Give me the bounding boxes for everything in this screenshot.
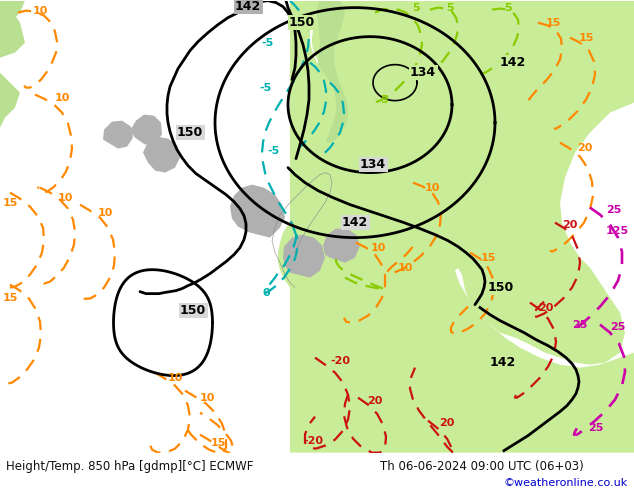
Polygon shape bbox=[0, 0, 20, 127]
Text: 10: 10 bbox=[97, 208, 113, 218]
Text: 10: 10 bbox=[370, 243, 385, 253]
Text: -5: -5 bbox=[259, 83, 271, 93]
Text: -5: -5 bbox=[262, 38, 274, 48]
Polygon shape bbox=[323, 229, 360, 263]
Text: 25: 25 bbox=[606, 205, 622, 215]
Text: 25: 25 bbox=[588, 422, 604, 433]
Text: 0: 0 bbox=[262, 288, 270, 297]
Text: 134: 134 bbox=[360, 158, 386, 171]
Text: -20: -20 bbox=[330, 356, 350, 366]
Text: 134: 134 bbox=[410, 66, 436, 79]
Text: 15: 15 bbox=[481, 253, 496, 263]
Text: 150: 150 bbox=[180, 304, 206, 317]
Text: Height/Temp. 850 hPa [gdmp][°C] ECMWF: Height/Temp. 850 hPa [gdmp][°C] ECMWF bbox=[6, 460, 254, 473]
Polygon shape bbox=[0, 0, 25, 58]
Polygon shape bbox=[290, 0, 634, 453]
Text: Th 06-06-2024 09:00 UTC (06+03): Th 06-06-2024 09:00 UTC (06+03) bbox=[380, 460, 584, 473]
Text: 5: 5 bbox=[380, 95, 388, 105]
Text: 150: 150 bbox=[177, 126, 203, 139]
Text: 20: 20 bbox=[439, 417, 455, 428]
Text: 10: 10 bbox=[398, 263, 413, 272]
Text: 15: 15 bbox=[578, 33, 593, 43]
Text: 20: 20 bbox=[562, 220, 578, 230]
Text: 25: 25 bbox=[611, 321, 626, 332]
Text: 142: 142 bbox=[342, 216, 368, 229]
Polygon shape bbox=[230, 185, 285, 238]
Text: 142: 142 bbox=[500, 56, 526, 69]
Text: 10: 10 bbox=[167, 372, 183, 383]
Text: 5: 5 bbox=[446, 2, 454, 13]
Polygon shape bbox=[283, 235, 325, 278]
Text: ©weatheronline.co.uk: ©weatheronline.co.uk bbox=[503, 478, 628, 488]
Polygon shape bbox=[130, 115, 162, 145]
Text: 125: 125 bbox=[605, 225, 628, 236]
Text: 15: 15 bbox=[545, 18, 560, 27]
Polygon shape bbox=[103, 121, 133, 148]
Text: 10: 10 bbox=[57, 193, 73, 203]
Text: 20: 20 bbox=[578, 143, 593, 152]
Text: 150: 150 bbox=[488, 281, 514, 294]
Text: 10: 10 bbox=[424, 183, 440, 193]
Text: 25: 25 bbox=[573, 319, 588, 330]
Text: 142: 142 bbox=[490, 356, 516, 369]
Text: 20: 20 bbox=[538, 303, 553, 313]
Text: 142: 142 bbox=[235, 0, 261, 13]
Polygon shape bbox=[0, 0, 25, 33]
Text: -20: -20 bbox=[303, 436, 323, 445]
Polygon shape bbox=[278, 0, 634, 365]
Text: 150: 150 bbox=[289, 16, 315, 29]
Text: 20: 20 bbox=[367, 395, 383, 406]
Text: 10: 10 bbox=[32, 5, 48, 16]
Text: 15: 15 bbox=[3, 293, 18, 303]
Text: 5: 5 bbox=[504, 2, 512, 13]
Polygon shape bbox=[310, 0, 348, 143]
Text: 10: 10 bbox=[199, 392, 215, 403]
Text: 10: 10 bbox=[55, 93, 70, 102]
Text: -5: -5 bbox=[267, 146, 279, 156]
Polygon shape bbox=[143, 137, 180, 172]
Polygon shape bbox=[338, 150, 487, 297]
Text: 5: 5 bbox=[412, 2, 420, 13]
Text: 15: 15 bbox=[3, 197, 18, 208]
Text: 15: 15 bbox=[210, 438, 226, 448]
